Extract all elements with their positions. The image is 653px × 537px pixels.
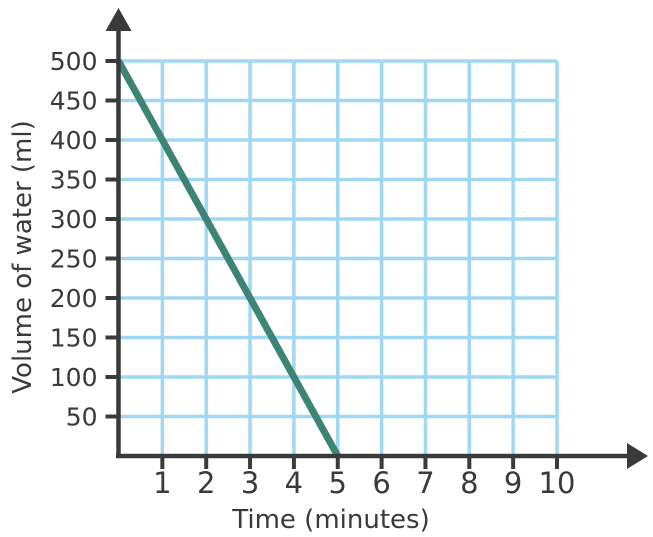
grid bbox=[118, 59, 559, 456]
x-axis-arrow-icon bbox=[627, 443, 648, 469]
data-series bbox=[115, 59, 341, 458]
y-tick-label: 50 bbox=[66, 403, 98, 432]
x-tick-label: 5 bbox=[329, 466, 347, 500]
y-tick-label: 200 bbox=[50, 284, 98, 313]
y-tick-label: 150 bbox=[50, 324, 98, 353]
x-tick-label: 7 bbox=[416, 466, 434, 500]
x-tick-label: 8 bbox=[460, 466, 478, 500]
y-tick-label: 400 bbox=[50, 126, 98, 155]
x-tick-label: 6 bbox=[372, 466, 390, 500]
y-tick-label: 450 bbox=[50, 87, 98, 116]
y-axis-arrow-icon bbox=[105, 8, 132, 31]
x-tick-label: 2 bbox=[197, 466, 215, 500]
tick-marks bbox=[105, 59, 559, 469]
axes bbox=[105, 8, 648, 469]
x-axis-title: Time (minutes) bbox=[231, 505, 429, 535]
data-line-volume-of-water bbox=[115, 59, 341, 458]
tick-labels: 50 100 150 200 250 300 350 400 450 500 1 2 3 4 5 6 7 8 9 10 bbox=[50, 47, 576, 500]
x-tick-label: 1 bbox=[153, 466, 171, 500]
x-tick-label: 3 bbox=[241, 466, 259, 500]
y-tick-label: 100 bbox=[50, 363, 98, 392]
x-tick-label: 9 bbox=[504, 466, 522, 500]
x-tick-label: 4 bbox=[285, 466, 303, 500]
y-tick-label: 350 bbox=[50, 166, 98, 195]
y-axis-title: Volume of water (ml) bbox=[8, 120, 38, 393]
y-tick-label: 250 bbox=[50, 245, 98, 274]
x-tick-label: 10 bbox=[539, 466, 576, 500]
y-tick-label: 300 bbox=[50, 205, 98, 234]
y-tick-label: 500 bbox=[50, 47, 98, 76]
